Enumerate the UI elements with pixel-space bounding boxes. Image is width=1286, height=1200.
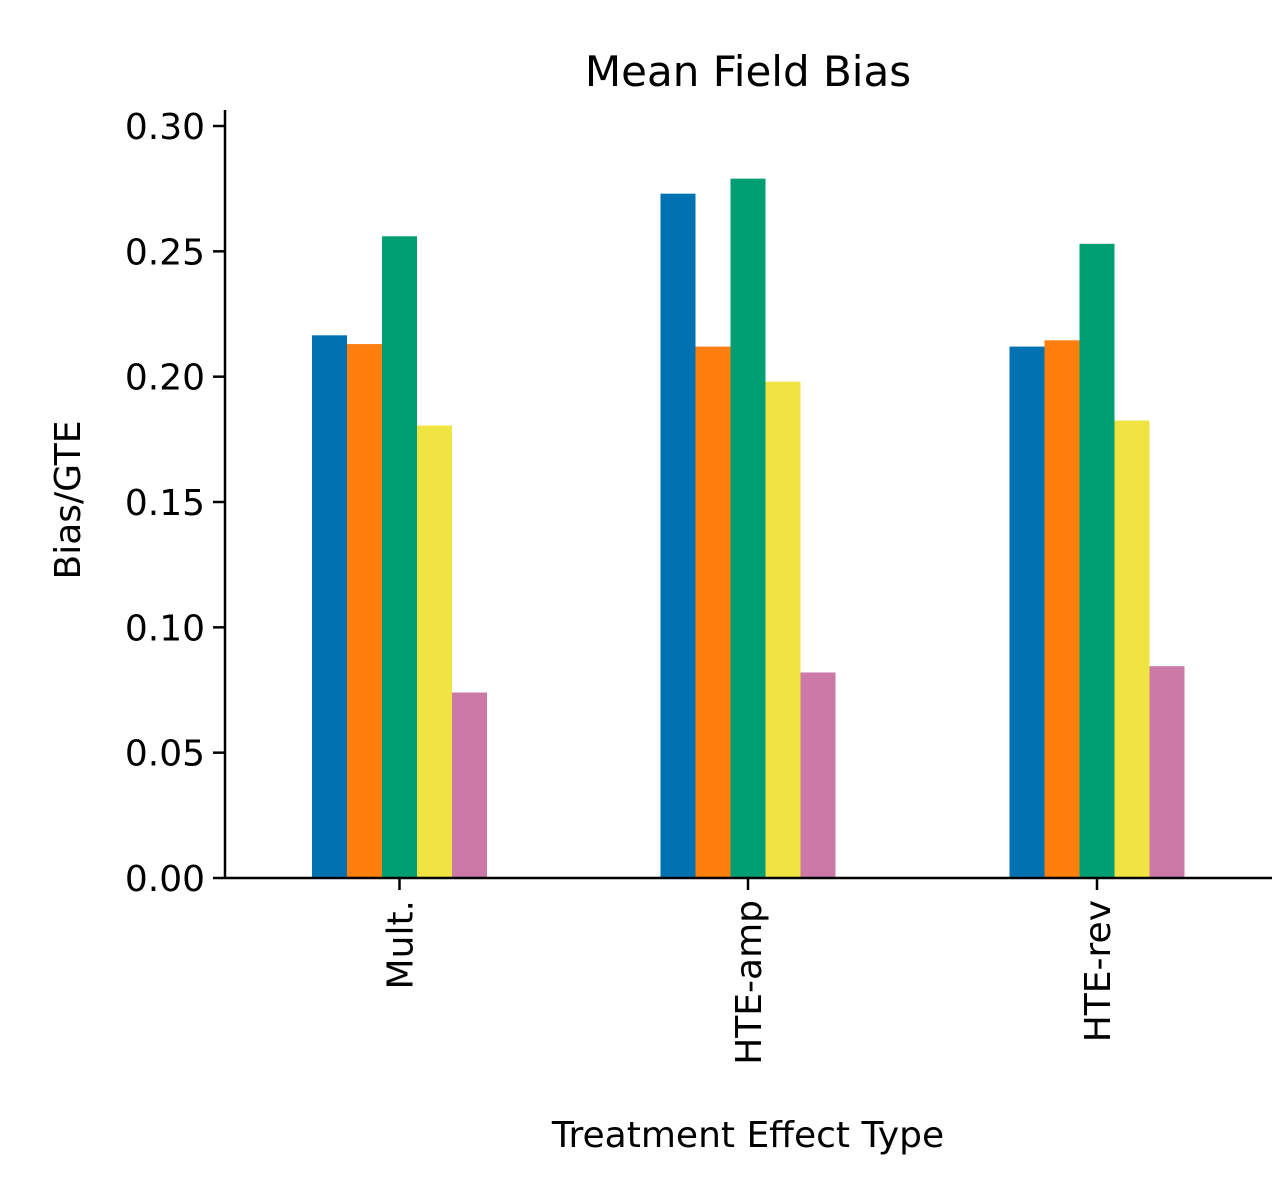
bar-series-4-mult — [417, 425, 452, 878]
bar-series-2-hte-rev — [1044, 340, 1080, 878]
y-tick-label: 0.25 — [125, 232, 205, 273]
x-axis-label: Treatment Effect Type — [551, 1115, 944, 1156]
bar-series-1-mult — [312, 335, 347, 878]
bar-series-2-hte-amp — [695, 346, 731, 879]
x-tick-label: HTE-amp — [729, 900, 770, 1065]
y-tick-label: 0.30 — [125, 107, 205, 148]
bar-series-1-hte-rev — [1009, 346, 1045, 879]
bar-series-5-hte-rev — [1149, 666, 1185, 878]
bar-series-4-hte-amp — [765, 381, 801, 878]
bar-series-3-hte-rev — [1079, 243, 1115, 878]
bar-series-5-mult — [452, 692, 487, 878]
y-tick-label: 0.00 — [125, 859, 205, 900]
bar-series-3-hte-amp — [730, 178, 766, 878]
y-tick-label: 0.15 — [125, 483, 205, 524]
bar-series-4-hte-rev — [1114, 420, 1150, 878]
y-tick-label: 0.20 — [125, 358, 205, 399]
x-axis: Mult. HTE-amp HTE-rev — [225, 876, 1272, 1065]
y-axis-label: Bias/GTE — [48, 421, 89, 580]
y-tick-label: 0.10 — [125, 608, 205, 649]
bar-series-1-hte-amp — [660, 193, 696, 878]
chart-title: Mean Field Bias — [585, 47, 911, 96]
bars-group — [312, 178, 1185, 879]
bar-series-3-mult — [382, 236, 417, 879]
x-tick-label: Mult. — [381, 900, 422, 989]
x-tick-label: HTE-rev — [1078, 900, 1119, 1042]
y-axis: 0.00 0.05 0.10 0.15 0.20 0.25 0.30 — [125, 107, 227, 900]
y-tick-label: 0.05 — [125, 734, 205, 775]
bar-series-5-hte-amp — [800, 672, 836, 878]
bar-series-2-mult — [347, 344, 382, 879]
